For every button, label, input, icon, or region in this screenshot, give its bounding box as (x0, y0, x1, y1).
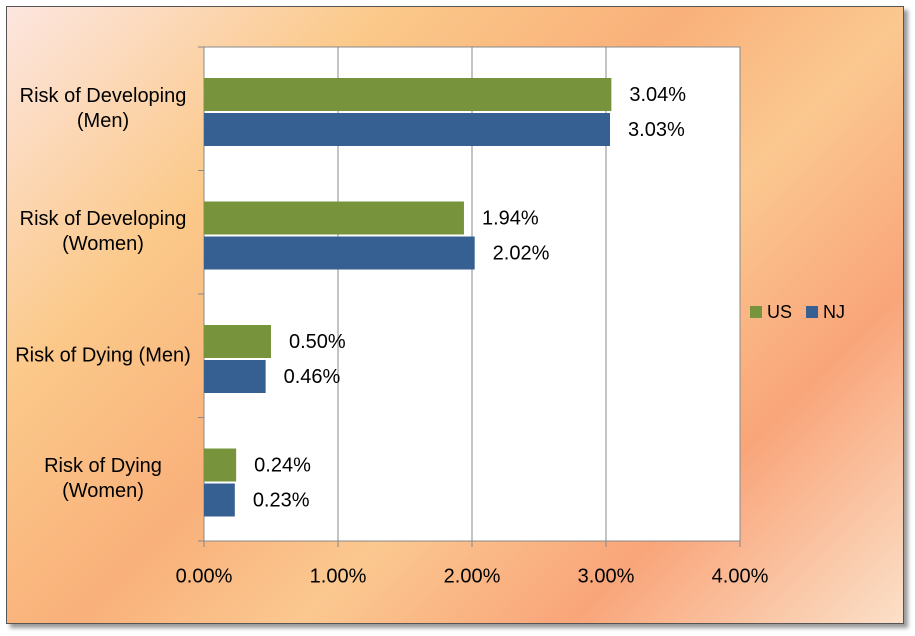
bar (204, 201, 464, 235)
bar (204, 360, 266, 393)
value-label: 0.23% (253, 489, 310, 511)
bar (204, 325, 271, 358)
legend-label: US (767, 302, 792, 322)
bar (204, 236, 475, 270)
legend-label: NJ (823, 302, 845, 322)
bar (204, 483, 235, 517)
bar (204, 113, 611, 146)
x-tick-label: 3.00% (578, 565, 635, 587)
x-tick-label: 1.00% (310, 565, 367, 587)
value-label: 0.46% (284, 366, 341, 388)
legend-swatch (750, 306, 762, 318)
x-tick-label: 2.00% (444, 565, 501, 587)
y-tick-label: Risk of Developing (Women) (19, 208, 187, 256)
x-tick-label: 4.00% (712, 565, 769, 587)
legend-swatch (806, 306, 819, 318)
bar (204, 448, 237, 482)
y-tick-label: Risk of Dying (Women) (44, 455, 162, 503)
bar (204, 78, 612, 111)
value-label: 1.94% (482, 207, 539, 229)
value-label: 3.04% (629, 84, 686, 106)
value-label: 0.50% (289, 331, 346, 353)
value-label: 0.24% (254, 454, 311, 476)
y-tick-label: Risk of Developing (Men) (19, 84, 187, 132)
value-label: 2.02% (493, 242, 550, 264)
value-label: 3.03% (628, 119, 685, 141)
x-tick-label: 0.00% (176, 565, 233, 587)
y-tick-label: Risk of Dying (Men) (15, 344, 191, 367)
